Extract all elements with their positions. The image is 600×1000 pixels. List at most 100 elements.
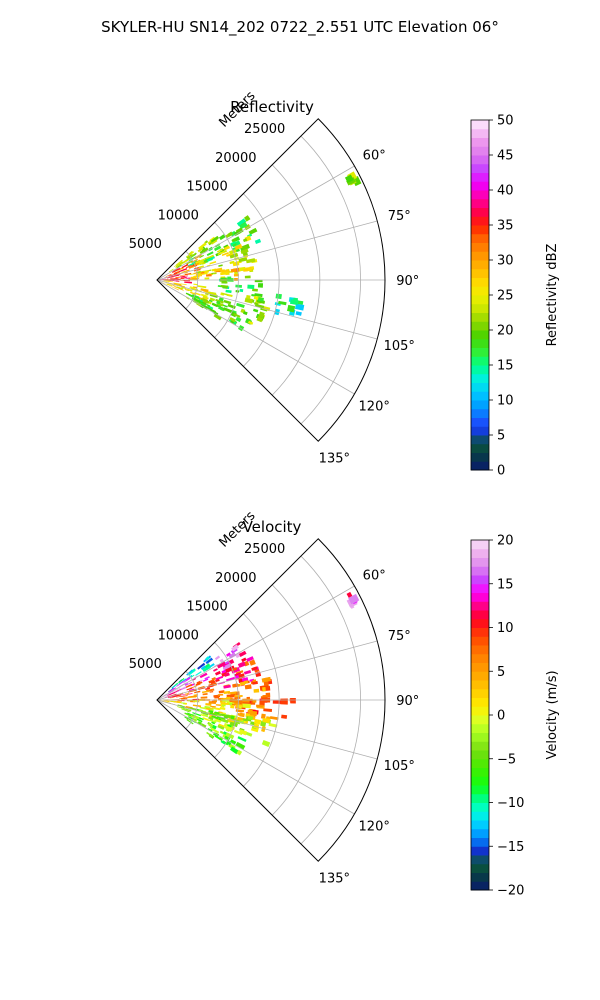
echo-cell xyxy=(281,714,288,719)
colorbar-band xyxy=(471,172,489,182)
echo-cell xyxy=(189,286,197,289)
colorbar-band xyxy=(471,811,489,821)
grid-spoke xyxy=(156,640,378,701)
colorbar-band xyxy=(471,723,489,733)
echo-cell xyxy=(181,286,187,290)
panel-title: Velocity xyxy=(243,518,302,536)
echo-cell xyxy=(215,707,221,711)
echo-cell xyxy=(226,740,232,746)
echo-cell xyxy=(242,698,250,703)
echo-cell xyxy=(167,283,173,286)
echo-cell xyxy=(203,305,211,310)
colorbar-tick-label: −20 xyxy=(497,884,524,899)
colorbar-band xyxy=(471,277,489,287)
colorbar-label: Reflectivity dBZ xyxy=(545,244,560,347)
echo-cell xyxy=(167,281,174,283)
echo-cell xyxy=(184,272,192,276)
echo-field xyxy=(157,171,362,332)
echo-cell xyxy=(189,273,196,275)
colorbar-band xyxy=(471,198,489,208)
echo-cell xyxy=(213,245,222,252)
colorbar-band xyxy=(471,776,489,786)
echo-cell xyxy=(210,680,216,684)
colorbar-tick-label: 20 xyxy=(497,534,514,549)
echo-cell xyxy=(164,700,173,702)
colorbar-band xyxy=(471,697,489,707)
echo-cell xyxy=(173,694,182,697)
echo-cell xyxy=(219,730,225,735)
echo-cell xyxy=(295,311,302,316)
echo-cell xyxy=(243,268,248,272)
echo-cell xyxy=(213,267,223,272)
colorbar-tick-label: 0 xyxy=(497,464,505,479)
echo-cell xyxy=(348,593,360,605)
echo-cell xyxy=(215,670,221,676)
echo-cell xyxy=(214,655,221,661)
colorbar-band xyxy=(471,592,489,602)
echo-cell xyxy=(213,272,217,275)
echo-cell xyxy=(224,672,230,677)
echo-cell xyxy=(213,313,222,321)
echo-cell xyxy=(180,278,185,280)
echo-cell xyxy=(167,284,173,288)
colorbar-band xyxy=(471,338,489,348)
velocity-panel: Velocity500010000150002000025000Meters60… xyxy=(129,508,560,898)
grid-spoke xyxy=(156,699,378,760)
echo-cell xyxy=(208,716,214,721)
echo-cell xyxy=(249,659,256,666)
colorbar-tick-label: 5 xyxy=(497,429,505,444)
colorbar-band xyxy=(471,181,489,191)
colorbar-band xyxy=(471,137,489,147)
echo-cell xyxy=(253,723,260,730)
echo-cell xyxy=(236,218,246,227)
echo-cell xyxy=(191,297,201,303)
colorbar-band xyxy=(471,286,489,296)
echo-cell xyxy=(232,261,240,267)
echo-cell xyxy=(262,686,266,692)
echo-cell xyxy=(181,702,186,704)
colorbar-band xyxy=(471,583,489,593)
echo-cell xyxy=(184,275,188,277)
echo-cell xyxy=(240,248,249,255)
echo-cell xyxy=(197,662,206,670)
echo-cell xyxy=(170,277,174,279)
colorbar-tick-label: −15 xyxy=(497,840,524,855)
colorbar-band xyxy=(471,128,489,138)
colorbar-band xyxy=(471,268,489,278)
sector-outline xyxy=(156,118,386,442)
echo-cell xyxy=(170,278,180,280)
echo-cell xyxy=(163,280,169,282)
echo-cell xyxy=(219,658,224,663)
echo-cell xyxy=(183,707,192,712)
echo-cell xyxy=(193,714,202,721)
echo-cell xyxy=(171,286,179,291)
echo-cell xyxy=(220,702,230,705)
echo-cell xyxy=(188,250,193,255)
echo-cell xyxy=(290,698,296,704)
echo-cell xyxy=(206,685,214,689)
echo-cell xyxy=(202,298,209,302)
echo-cell xyxy=(261,739,271,748)
echo-cell xyxy=(200,713,205,717)
echo-cell xyxy=(176,264,182,268)
echo-cell xyxy=(204,705,211,709)
colorbar-band xyxy=(471,785,489,795)
echo-cell xyxy=(231,237,237,243)
theta-tick-label: 120° xyxy=(359,399,390,414)
echo-cell xyxy=(269,716,279,721)
colorbar-band xyxy=(471,680,489,690)
echo-cell xyxy=(166,690,174,695)
echo-cell xyxy=(237,661,246,668)
echo-cell xyxy=(237,736,247,743)
echo-cell xyxy=(210,235,220,243)
colorbar-band xyxy=(471,225,489,235)
colorbar-band xyxy=(471,146,489,156)
echo-cell xyxy=(200,696,208,699)
radial-tick-label: 15000 xyxy=(186,180,227,195)
echo-cell xyxy=(209,719,217,724)
echo-cell xyxy=(243,669,252,675)
colorbar-band xyxy=(471,295,489,305)
echo-cell xyxy=(224,725,233,732)
echo-cell xyxy=(215,675,224,681)
echo-cell xyxy=(218,297,224,302)
